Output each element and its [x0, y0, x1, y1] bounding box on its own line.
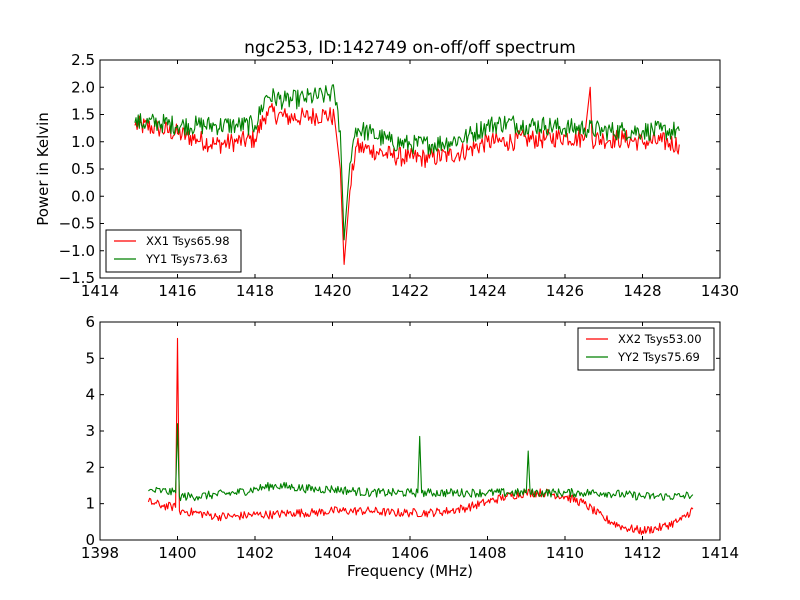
y-tick-label: 0.0 [71, 187, 95, 205]
x-axis-label: Frequency (MHz) [347, 562, 473, 580]
bottom-panel: Frequency (MHz) 1398 1400 1402 1404 1406 1408… [81, 313, 739, 580]
y-tick-label: 1.0 [71, 133, 95, 151]
x-tick-label: 1414 [81, 282, 119, 300]
x-tick-label: 1400 [158, 544, 196, 562]
x-tick-label: 1418 [236, 282, 274, 300]
top-plot-body: 1414 1416 1418 1420 1422 1424 1426 1428 1430 2.5 2… [59, 51, 740, 300]
y-tick-label: −0.5 [59, 215, 95, 233]
y-tick-label: 2.0 [71, 78, 95, 96]
x-tick-label: 1412 [623, 544, 661, 562]
y-tick-label: −1.0 [59, 242, 95, 260]
y-tick-label: 0 [85, 531, 95, 549]
x-tick-label: 1428 [623, 282, 661, 300]
bottom-plot-body: 1398 1400 1402 1404 1406 1408 1410 1412 1414 6 5 4 3… [81, 313, 739, 562]
x-tick-label: 1408 [468, 544, 506, 562]
series-line-yy1 [134, 84, 680, 241]
x-tick-label: 1416 [158, 282, 196, 300]
y-tick-label: 1 [85, 495, 95, 513]
x-tick-label: 1406 [391, 544, 429, 562]
y-tick-label: 0.5 [71, 160, 95, 178]
x-tick-label: 1398 [81, 544, 119, 562]
x-tick-label: 1404 [313, 544, 351, 562]
x-tick-label: 1422 [391, 282, 429, 300]
chart-title: ngc253, ID:142749 on-off/off spectrum [244, 38, 576, 58]
x-tick-label: 1420 [313, 282, 351, 300]
series-line-xx2 [147, 337, 694, 535]
y-tick-label: 6 [85, 313, 95, 331]
x-tick-label: 1414 [701, 544, 739, 562]
legend-box [577, 327, 715, 371]
x-tick-label: 1410 [546, 544, 584, 562]
top-legend: XX1 Tsys65.98 YY1 Tsys73.63 [105, 229, 242, 273]
y-tick-label: −1.5 [59, 269, 95, 287]
legend-label-yy1: YY1 Tsys73.63 [145, 252, 228, 266]
x-tick-label: 1430 [701, 282, 739, 300]
legend-label-yy2: YY2 Tsys75.69 [617, 350, 700, 364]
x-tick-label: 1424 [468, 282, 506, 300]
legend-label-xx2: XX2 Tsys53.00 [618, 332, 702, 346]
y-tick-label: 5 [85, 349, 95, 367]
series-line-yy2 [148, 423, 694, 502]
legend-label-xx1: XX1 Tsys65.98 [146, 234, 230, 248]
legend-box [105, 229, 242, 273]
top-panel: ngc253, ID:142749 on-off/off spectrum Po… [34, 38, 739, 300]
y-tick-label: 3 [85, 422, 95, 440]
y-tick-label: 2 [85, 458, 95, 476]
x-tick-label: 1426 [546, 282, 584, 300]
y-tick-label: 1.5 [71, 106, 95, 124]
y-tick-label: 2.5 [71, 51, 95, 69]
x-tick-label: 1402 [236, 544, 274, 562]
y-axis-label: Power in Kelvin [34, 112, 52, 226]
y-tick-label: 4 [85, 386, 95, 404]
bottom-legend: XX2 Tsys53.00 YY2 Tsys75.69 [577, 327, 715, 371]
